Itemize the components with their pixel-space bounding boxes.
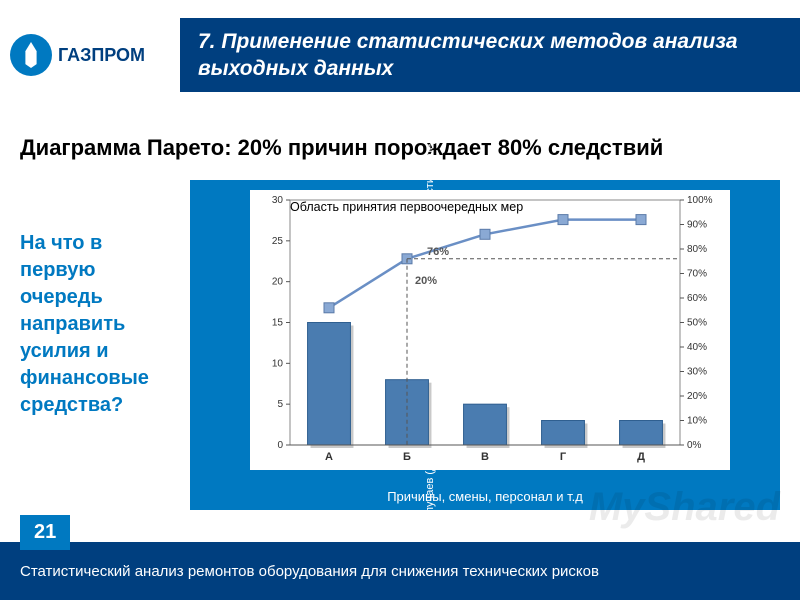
chart-note: Область принятия первоочередных мер — [290, 200, 523, 215]
svg-text:20%: 20% — [687, 391, 707, 402]
x-axis-label: Причины, смены, персонал и т.д — [190, 489, 780, 504]
svg-text:0: 0 — [277, 440, 283, 451]
svg-text:60%: 60% — [687, 293, 707, 304]
svg-text:30%: 30% — [687, 367, 707, 378]
header: ГАЗПРОМ 7. Применение статистических мет… — [0, 0, 800, 110]
svg-text:В: В — [481, 451, 489, 463]
svg-text:0%: 0% — [687, 440, 702, 451]
svg-text:15: 15 — [272, 318, 284, 329]
gazprom-icon — [10, 34, 52, 76]
pareto-svg: 0 5 10 15 20 25 30 0% 10% 20% 30% 40% 50% 60% 70% 80% 90… — [250, 190, 730, 470]
page-number: 21 — [20, 515, 70, 550]
svg-text:5: 5 — [277, 399, 283, 410]
logo: ГАЗПРОМ — [10, 10, 170, 100]
subtitle: Диаграмма Парето: 20% причин порождает 8… — [20, 135, 663, 161]
svg-text:25: 25 — [272, 236, 284, 247]
svg-text:76%: 76% — [427, 246, 449, 258]
chart-container: Количество случаев (дефектов), финансовы… — [190, 180, 780, 510]
svg-text:20: 20 — [272, 277, 284, 288]
svg-text:Д: Д — [637, 451, 645, 463]
footer-text: Статистический анализ ремонтов оборудова… — [20, 563, 599, 580]
question-text: На что в первую очередь направить усилия… — [20, 230, 180, 419]
svg-text:30: 30 — [272, 195, 284, 206]
svg-text:50%: 50% — [687, 318, 707, 329]
pareto-plot: 0 5 10 15 20 25 30 0% 10% 20% 30% 40% 50% 60% 70% 80% 90… — [250, 190, 730, 470]
svg-text:10%: 10% — [687, 416, 707, 427]
svg-text:10: 10 — [272, 358, 284, 369]
svg-text:Г: Г — [560, 451, 567, 463]
svg-text:80%: 80% — [687, 244, 707, 255]
svg-text:А: А — [325, 451, 333, 463]
svg-text:40%: 40% — [687, 342, 707, 353]
svg-text:20%: 20% — [415, 275, 437, 287]
logo-text: ГАЗПРОМ — [58, 45, 145, 66]
footer: Статистический анализ ремонтов оборудова… — [0, 542, 800, 600]
svg-text:70%: 70% — [687, 269, 707, 280]
svg-text:100%: 100% — [687, 195, 713, 206]
svg-text:Б: Б — [403, 451, 411, 463]
slide-title: 7. Применение статистических методов ана… — [180, 18, 800, 92]
svg-text:90%: 90% — [687, 220, 707, 231]
